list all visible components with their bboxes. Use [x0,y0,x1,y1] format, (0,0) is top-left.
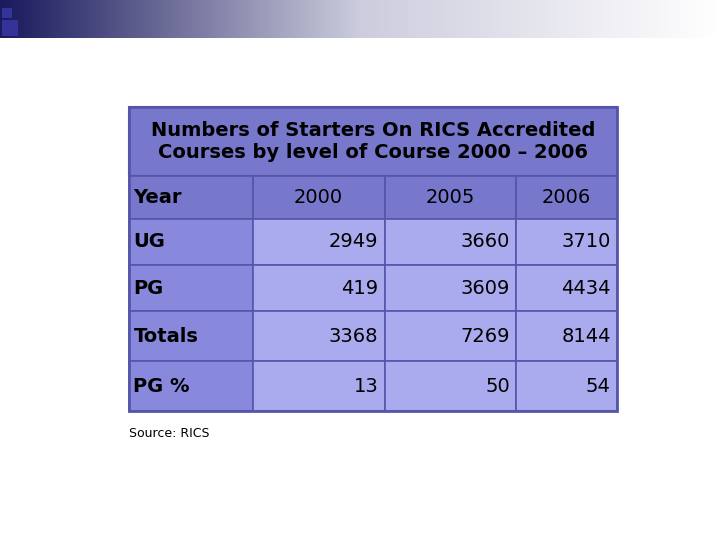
Text: 54: 54 [586,377,611,396]
Text: 2006: 2006 [542,188,591,207]
Text: 419: 419 [341,279,378,298]
Bar [516,177,617,219]
Bar [384,265,516,311]
Text: UG: UG [133,232,166,252]
Bar [253,177,384,219]
Bar [2,20,18,36]
Text: PG %: PG % [133,377,190,396]
Bar [2,8,12,18]
Text: 50: 50 [485,377,510,396]
Text: 2949: 2949 [329,232,378,252]
Text: 7269: 7269 [461,327,510,346]
Bar [129,177,253,219]
Bar [384,219,516,265]
Text: Source: RICS: Source: RICS [129,427,210,440]
Bar [129,107,617,411]
Text: 8144: 8144 [562,327,611,346]
Bar [384,311,516,361]
Text: 13: 13 [354,377,378,396]
Bar [516,311,617,361]
Bar [516,265,617,311]
Bar [129,107,617,177]
Text: Year: Year [133,188,182,207]
Text: 3660: 3660 [461,232,510,252]
Bar [384,361,516,411]
Bar [384,177,516,219]
Text: 3368: 3368 [329,327,378,346]
Text: 3710: 3710 [562,232,611,252]
Text: 4434: 4434 [562,279,611,298]
Text: 3609: 3609 [461,279,510,298]
Bar [129,311,253,361]
Bar [129,265,253,311]
Bar [253,311,384,361]
Bar [253,219,384,265]
Text: PG: PG [133,279,163,298]
Text: Numbers of Starters On RICS Accredited
Courses by level of Course 2000 – 2006: Numbers of Starters On RICS Accredited C… [150,122,595,163]
Bar [253,265,384,311]
Text: 2000: 2000 [294,188,343,207]
Text: Totals: Totals [133,327,198,346]
Bar [129,361,253,411]
Text: 2005: 2005 [426,188,475,207]
Bar [516,219,617,265]
Bar [253,361,384,411]
Bar [129,219,253,265]
Bar [516,361,617,411]
